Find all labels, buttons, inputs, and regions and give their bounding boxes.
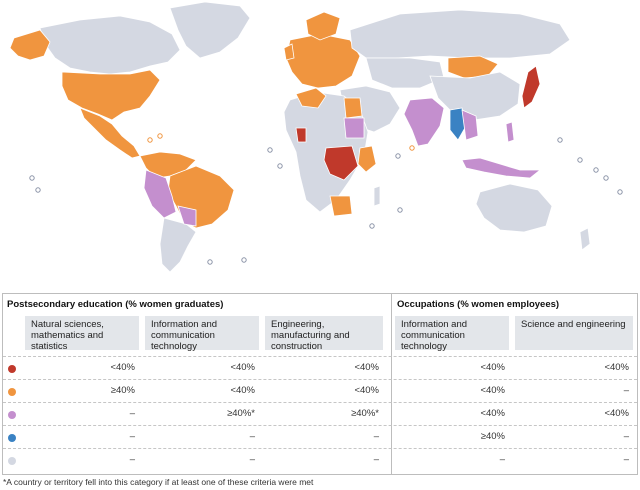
legend-cell: ≥40% [110, 385, 135, 396]
legend-group-education: Postsecondary education (% women graduat… [7, 299, 224, 310]
land-central-africa [323, 145, 359, 181]
legend-cell: – [249, 431, 255, 442]
island-dot [241, 257, 247, 263]
legend-swatch [8, 411, 16, 419]
legend-cell: – [373, 431, 379, 442]
legend-cell: <40% [604, 408, 629, 419]
island-dot [557, 137, 563, 143]
land-egypt [343, 97, 363, 119]
legend-group-occupations: Occupations (% women employees) [397, 299, 560, 310]
land-myanmar [449, 107, 467, 141]
legend-swatch [8, 388, 16, 396]
land-alaska [9, 29, 51, 61]
island-dot [277, 163, 283, 169]
land-china [429, 71, 521, 121]
world-map [9, 1, 623, 273]
legend-cell: ≥40% [480, 431, 505, 442]
legend-swatch [8, 434, 16, 442]
legend-row: ≥40% <40% <40% <40% – [3, 379, 637, 404]
land-sudan [343, 117, 365, 139]
island-dot [395, 153, 401, 159]
legend-cell: <40% [604, 362, 629, 373]
legend-table: Postsecondary education (% women graduat… [2, 293, 638, 475]
legend-cell: – [249, 454, 255, 465]
island-dot [157, 133, 163, 139]
legend-column-header: Science and engineering [515, 316, 633, 350]
legend-cell: – [129, 408, 135, 419]
land-greenland [169, 1, 251, 59]
legend-cell: <40% [480, 385, 505, 396]
land-india [403, 97, 445, 147]
land-north-africa [295, 87, 327, 109]
land-paraguay [177, 205, 197, 227]
legend-swatch [8, 365, 16, 373]
land-brazil [167, 165, 235, 229]
legend-cell: – [623, 431, 629, 442]
legend-cell: – [623, 454, 629, 465]
island-dot [577, 157, 583, 163]
legend-row: – – – ≥40% – [3, 425, 637, 450]
legend-cell: – [373, 454, 379, 465]
land-australia [475, 183, 553, 233]
legend-cell: ≥40%* [227, 408, 255, 419]
legend-cell: <40% [354, 385, 379, 396]
island-dot [207, 259, 213, 265]
legend-column-header: Engineering, manufacturing and construct… [265, 316, 383, 352]
land-east-africa [357, 145, 377, 173]
legend-cell: <40% [230, 362, 255, 373]
legend-swatch [8, 457, 16, 465]
land-west-africa-red [295, 127, 307, 143]
land-scandinavia [305, 11, 341, 41]
island-dot [369, 223, 375, 229]
legend-cell: – [129, 454, 135, 465]
island-dot [593, 167, 599, 173]
land-madagascar [373, 185, 381, 207]
legend-cell: <40% [480, 408, 505, 419]
island-dot [147, 137, 153, 143]
land-philippines [505, 121, 515, 143]
land-indonesia [461, 157, 542, 179]
land-usa [61, 69, 161, 121]
island-dot [267, 147, 273, 153]
legend-cell: <40% [230, 385, 255, 396]
legend-cell: <40% [480, 362, 505, 373]
land-southern-africa [329, 195, 353, 217]
legend-cell: ≥40%* [351, 408, 379, 419]
land-russia [349, 9, 571, 59]
legend-column-header: Information and communication technology [145, 316, 259, 352]
legend-row: – – – – – [3, 448, 637, 473]
island-dot [29, 175, 35, 181]
legend-cell: – [623, 385, 629, 396]
land-mexico [79, 107, 141, 159]
land-argentina [159, 217, 197, 273]
legend-cell: <40% [354, 362, 379, 373]
land-uk [283, 43, 295, 61]
legend-cell: – [499, 454, 505, 465]
legend-divider [391, 294, 392, 474]
land-europe [285, 33, 361, 89]
land-japan [521, 65, 541, 109]
island-dot [617, 189, 623, 195]
legend-column-header: Information and communication technology [395, 316, 509, 352]
island-dot [409, 145, 415, 151]
legend-row: – ≥40%* ≥40%* <40% <40% [3, 402, 637, 427]
land-canada [39, 15, 181, 75]
island-dot [35, 187, 41, 193]
land-peru [143, 169, 177, 219]
land-central-asia [365, 57, 445, 89]
land-new-zealand [579, 227, 591, 251]
land-thailand [461, 109, 479, 141]
footnote: *A country or territory fell into this c… [3, 477, 314, 487]
island-dot [603, 175, 609, 181]
legend-column-header: Natural sciences, mathematics and statis… [25, 316, 139, 352]
island-dot [397, 207, 403, 213]
legend-cell: <40% [110, 362, 135, 373]
legend-row: <40% <40% <40% <40% <40% [3, 356, 637, 381]
legend-cell: – [129, 431, 135, 442]
